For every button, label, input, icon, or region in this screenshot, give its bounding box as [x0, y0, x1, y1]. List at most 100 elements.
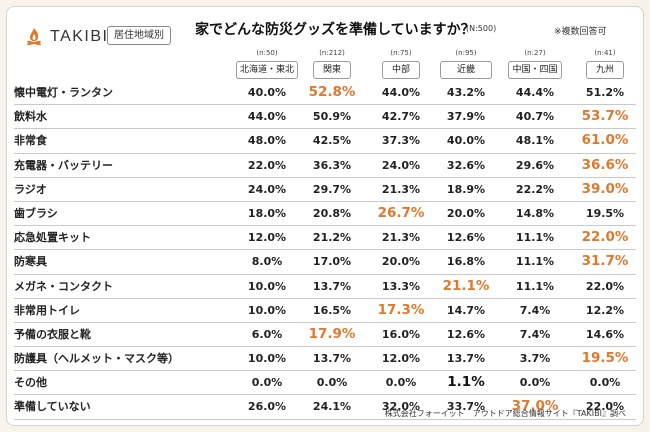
- table-cell: 22.0%: [585, 400, 625, 414]
- sample-size: (N:500): [466, 24, 497, 33]
- table-cell: 10.0%: [247, 303, 287, 317]
- table-cell: 20.0%: [381, 255, 421, 269]
- table-row: 懐中電灯・ランタン 40.0% 52.8% 44.0% 43.2% 44.4% 51.2%: [14, 81, 636, 106]
- data-table: 懐中電灯・ランタン 40.0% 52.8% 44.0% 43.2% 44.4% 51.2% 飲…: [14, 81, 636, 420]
- table-cell: 0.0%: [385, 376, 417, 390]
- column-n-label: (n:95): [455, 49, 477, 57]
- table-cell: 13.7%: [312, 279, 352, 293]
- table-cell: 14.8%: [515, 206, 555, 220]
- table-cell: 24.1%: [312, 400, 352, 414]
- table-cell: 3.7%: [519, 352, 551, 366]
- table-cell: 20.8%: [312, 206, 352, 220]
- table-cell: 43.2%: [446, 86, 486, 99]
- table-cell: 44.0%: [247, 110, 287, 124]
- table-cell: 0.0%: [589, 376, 621, 390]
- table-cell: 21.3%: [381, 231, 421, 245]
- row-label: 非常食: [14, 134, 47, 148]
- brand-name: TAKIBI: [50, 28, 109, 45]
- table-cell: 22.0%: [247, 158, 287, 172]
- table-cell-highlight: 21.1%: [442, 277, 490, 294]
- table-cell: 18.9%: [446, 182, 486, 196]
- chart-title: 家でどんな防災グッズを準備していますか？: [195, 22, 475, 38]
- row-label: その他: [14, 376, 47, 390]
- table-cell: 21.2%: [312, 231, 352, 245]
- table-row: 歯ブラシ 18.0% 20.8% 26.7% 20.0% 14.8% 19.5%: [14, 202, 636, 227]
- table-cell: 29.6%: [515, 158, 555, 172]
- table-row: メガネ・コンタクト 10.0% 13.7% 13.3% 21.1% 11.1% 22.0%: [14, 275, 636, 299]
- table-row: 飲料水 44.0% 50.9% 42.7% 37.9% 40.7% 53.7%: [14, 105, 636, 130]
- table-cell: 12.6%: [446, 327, 486, 341]
- table-row: 応急処置キット 12.0% 21.2% 21.3% 12.6% 11.1% 22.0%: [14, 226, 636, 251]
- table-cell: 12.0%: [247, 231, 287, 245]
- table-cell: 32.0%: [381, 400, 421, 414]
- table-cell: 6.0%: [251, 327, 283, 341]
- column-n-label: (n:50): [256, 49, 278, 57]
- column-header-region: 近畿: [440, 61, 492, 79]
- column-header-region: 北海道・東北: [236, 61, 298, 79]
- table-cell: 12.6%: [446, 231, 486, 245]
- source-credit: 株式会社フォーイット アウトドア総合情報サイト『TAKIBI』調べ: [384, 409, 626, 418]
- table-cell: 16.0%: [381, 327, 421, 341]
- table-cell: 24.0%: [247, 182, 287, 196]
- table-cell: 11.1%: [515, 255, 555, 269]
- table-row: ラジオ 24.0% 29.7% 21.3% 18.9% 22.2% 39.0%: [14, 178, 636, 202]
- column-header-region: 中国・四国: [508, 61, 562, 79]
- row-label: 非常用トイレ: [14, 303, 80, 317]
- takibi-logo: TAKIBI: [24, 27, 109, 47]
- table-cell: 10.0%: [247, 279, 287, 293]
- table-cell: 8.0%: [251, 255, 283, 269]
- table-cell: 16.5%: [312, 303, 352, 317]
- table-cell: 7.4%: [519, 303, 551, 317]
- table-cell-highlight: 17.9%: [308, 325, 356, 342]
- table-cell: 16.8%: [446, 255, 486, 269]
- table-cell: 22.0%: [585, 279, 625, 293]
- table-cell: 37.9%: [446, 110, 486, 124]
- table-cell: 48.1%: [515, 134, 555, 148]
- row-label: 飲料水: [14, 110, 47, 124]
- table-cell-highlight: 19.5%: [581, 350, 629, 367]
- row-label: 懐中電灯・ランタン: [14, 86, 113, 99]
- table-cell: 48.0%: [247, 134, 287, 148]
- row-label: 充電器・バッテリー: [14, 158, 113, 172]
- table-row: 充電器・バッテリー 22.0% 36.3% 24.0% 32.6% 29.6% 36.6%: [14, 154, 636, 178]
- table-row: 非常食 48.0% 42.5% 37.3% 40.0% 48.1% 61.0%: [14, 129, 636, 154]
- table-cell: 51.2%: [585, 86, 625, 99]
- table-cell-highlight: 22.0%: [581, 229, 629, 246]
- table-row: 防寒具 8.0% 17.0% 20.0% 16.8% 11.1% 31.7%: [14, 250, 636, 275]
- table-cell: 11.1%: [515, 279, 555, 293]
- table-cell: 50.9%: [312, 110, 352, 124]
- table-cell: 12.0%: [381, 352, 421, 366]
- table-cell-highlight: 61.0%: [581, 132, 629, 149]
- table-cell-highlight: 53.7%: [581, 108, 629, 125]
- table-row: 予備の衣服と靴 6.0% 17.9% 16.0% 12.6% 7.4% 14.6%: [14, 323, 636, 348]
- table-cell-highlight: 1.1%: [447, 374, 485, 391]
- multiple-answer-note: ※複数回答可: [554, 27, 607, 37]
- column-header-region: 中部: [382, 61, 420, 79]
- table-cell: 13.7%: [312, 352, 352, 366]
- table-cell: 26.0%: [247, 400, 287, 414]
- table-cell: 21.3%: [381, 182, 421, 196]
- column-n-label: (n:212): [319, 49, 345, 57]
- table-cell-highlight: 39.0%: [581, 180, 629, 197]
- table-cell: 10.0%: [247, 352, 287, 366]
- table-cell-highlight: 17.3%: [377, 301, 425, 318]
- row-label: 応急処置キット: [14, 231, 91, 245]
- table-cell-highlight: 52.8%: [308, 84, 356, 100]
- table-cell: 19.5%: [585, 206, 625, 220]
- row-label: 防護具（ヘルメット・マスク等）: [14, 352, 179, 366]
- table-cell: 13.7%: [446, 352, 486, 366]
- table-cell: 7.4%: [519, 327, 551, 341]
- table-cell: 40.0%: [247, 86, 287, 99]
- row-label: 準備していない: [14, 400, 91, 414]
- table-cell: 14.6%: [585, 327, 625, 341]
- table-cell: 13.3%: [381, 279, 421, 293]
- table-cell: 14.7%: [446, 303, 486, 317]
- table-cell: 0.0%: [251, 376, 283, 390]
- table-cell: 24.0%: [381, 158, 421, 172]
- table-cell: 0.0%: [316, 376, 348, 390]
- table-cell: 0.0%: [519, 376, 551, 390]
- table-cell-highlight: 26.7%: [377, 204, 425, 221]
- table-cell: 11.1%: [515, 231, 555, 245]
- table-row: 非常用トイレ 10.0% 16.5% 17.3% 14.7% 7.4% 12.2%: [14, 299, 636, 323]
- table-cell-highlight: 31.7%: [581, 253, 629, 270]
